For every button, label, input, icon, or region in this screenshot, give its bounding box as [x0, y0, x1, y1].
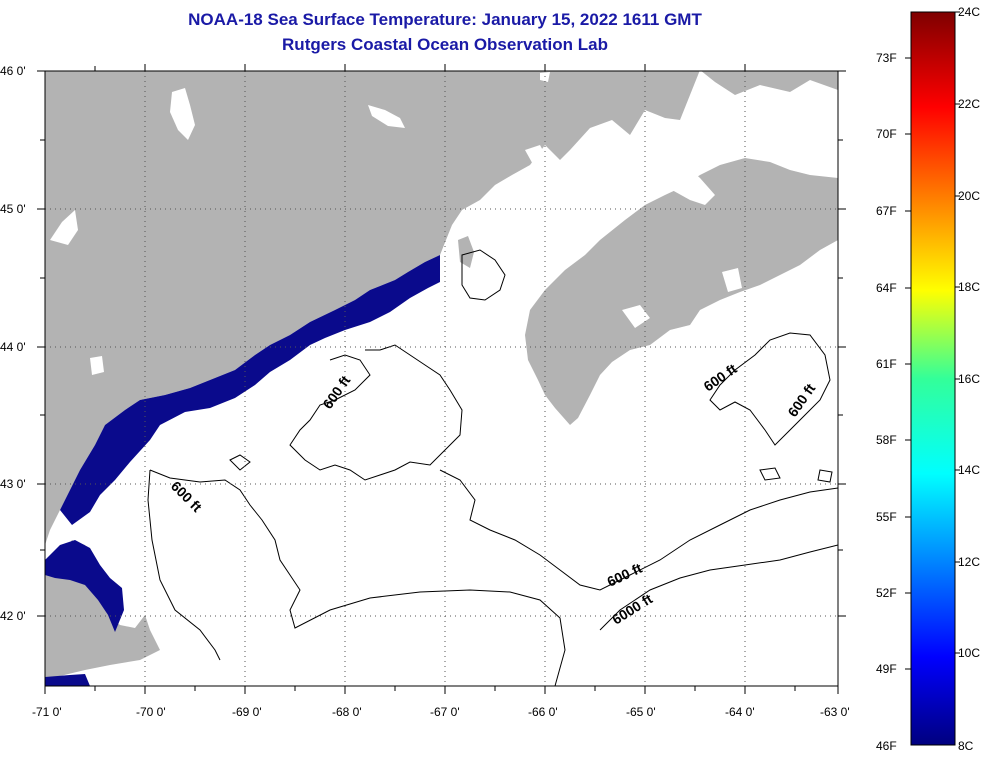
- lat-label: 42 0': [0, 609, 26, 623]
- colorbar-c-label: 22C: [958, 97, 980, 111]
- colorbar-f-label: 70F: [876, 127, 897, 141]
- colorbar-c-label: 10C: [958, 646, 980, 660]
- inland-lake: [90, 356, 104, 375]
- inland-lake: [170, 88, 195, 140]
- nova-scotia-land: [525, 158, 838, 425]
- cold-water-band: [60, 255, 440, 525]
- colorbar-ticks: [905, 11, 960, 670]
- inland-lake: [622, 305, 650, 328]
- lat-label: 46 0': [0, 64, 26, 78]
- colorbar-c-label: 20C: [958, 189, 980, 203]
- graticule: [45, 71, 838, 686]
- mainland-land: [45, 71, 838, 545]
- lon-label: -65 0': [626, 705, 656, 719]
- cold-water-south: [45, 540, 124, 632]
- colorbar-c-label: 12C: [958, 555, 980, 569]
- colorbar-f-label: 55F: [876, 510, 897, 524]
- minas-basin-water: [640, 150, 715, 205]
- lon-label: -71 0': [32, 705, 62, 719]
- lon-label: -68 0': [332, 705, 362, 719]
- inland-lake: [722, 268, 742, 292]
- axis-ticks: [37, 64, 846, 694]
- colorbar-f-label: 64F: [876, 281, 897, 295]
- lon-label: -64 0': [725, 705, 755, 719]
- lat-label: 44 0': [0, 340, 26, 354]
- colorbar-f-label: 49F: [876, 662, 897, 676]
- inland-lake: [368, 105, 405, 128]
- colorbar-f-label: 46F: [876, 739, 897, 753]
- lon-label: -69 0': [232, 705, 262, 719]
- lon-label: -70 0': [136, 705, 166, 719]
- colorbar-f-label: 58F: [876, 433, 897, 447]
- lat-label: 45 0': [0, 202, 26, 216]
- colorbar-f-label: 61F: [876, 357, 897, 371]
- colorbar-c-label: 14C: [958, 463, 980, 477]
- colorbar-f-label: 73F: [876, 51, 897, 65]
- colorbar-c-label: 16C: [958, 372, 980, 386]
- colorbar-f-label: 67F: [876, 204, 897, 218]
- inland-lake: [525, 145, 548, 168]
- inland-lake: [50, 210, 78, 245]
- lat-label: 43 0': [0, 477, 26, 491]
- colorbar-c-label: 24C: [958, 5, 980, 19]
- map-title: NOAA-18 Sea Surface Temperature: January…: [188, 10, 702, 29]
- colorbar-c-label: 18C: [958, 280, 980, 294]
- bathymetry-contours: [147, 249, 838, 686]
- colorbar-f-label: 52F: [876, 586, 897, 600]
- colorbar-c-label: 8C: [958, 739, 974, 753]
- map-subtitle: Rutgers Coastal Ocean Observation Lab: [282, 35, 608, 54]
- lon-label: -66 0': [528, 705, 558, 719]
- temperature-colorbar: [910, 11, 956, 746]
- cold-water-nantucket: [45, 674, 90, 686]
- lon-label: -67 0': [430, 705, 460, 719]
- lon-label: -63 0': [820, 705, 850, 719]
